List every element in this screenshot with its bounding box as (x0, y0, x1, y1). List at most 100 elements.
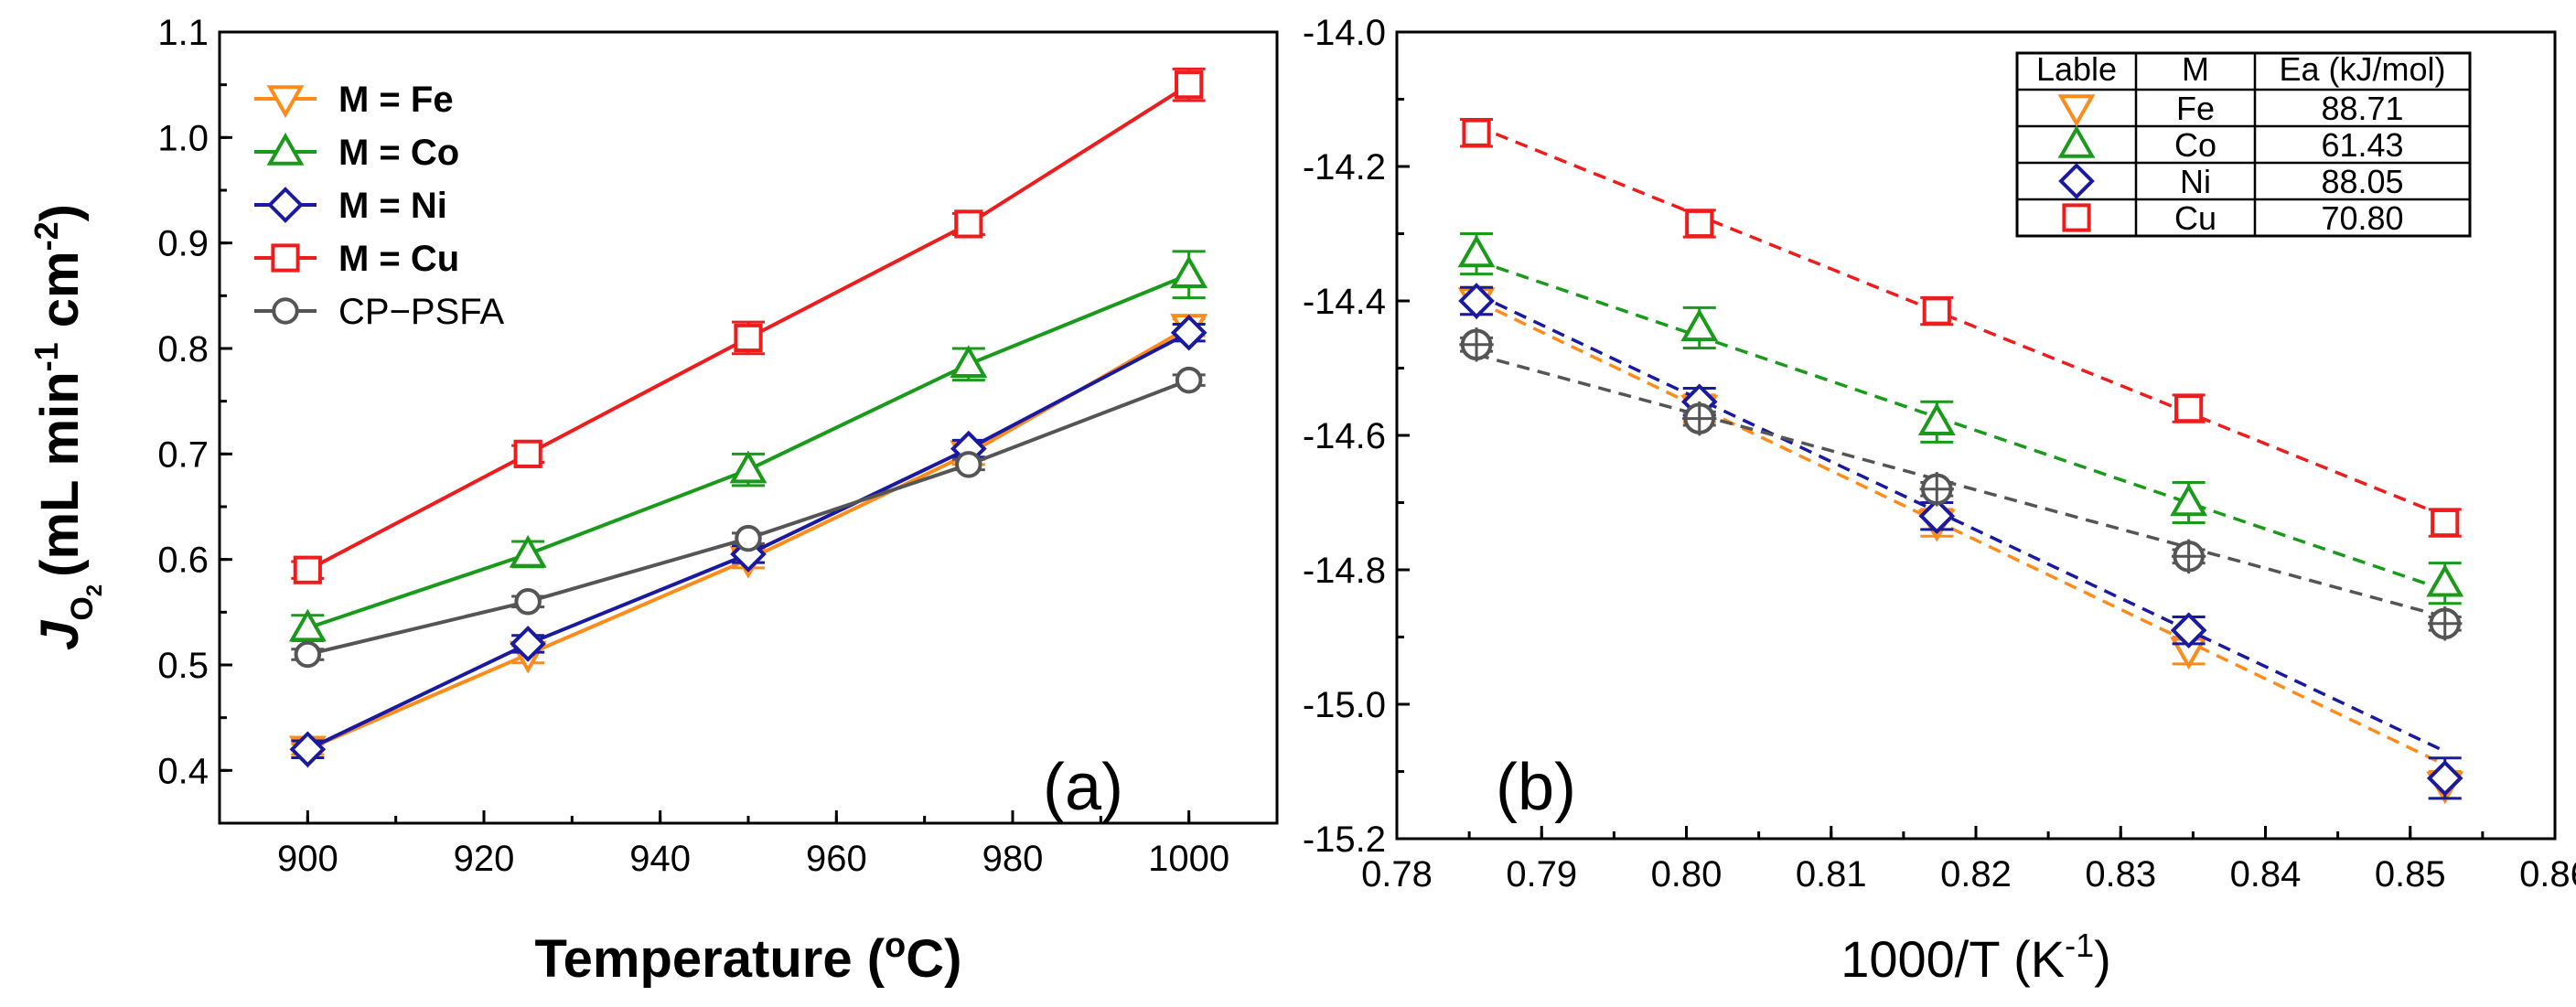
y-tick-label-a: 0.7 (157, 434, 209, 475)
ea-table-metal: Ni (2180, 163, 2211, 200)
data-point-a (1175, 366, 1203, 394)
data-point-b (2431, 508, 2460, 538)
panel-b-plot: 0.78 0.79 0.80 0.81 0.82 0.83 0.84 0.85 0.86 -15.… (1303, 13, 2576, 895)
y-tick-label-b: -14.8 (1303, 551, 1386, 591)
ea-table-marker (2057, 94, 2096, 128)
data-point-b (1682, 401, 1717, 436)
data-point-a (729, 450, 767, 484)
fit-line-b (1476, 259, 2446, 592)
legend-marker (271, 243, 300, 273)
data-point-b (1462, 118, 1491, 147)
data-point-a (289, 731, 327, 768)
legend-label: CP−PSFA (338, 292, 505, 332)
data-point-a (510, 626, 546, 662)
y-tick-label-b: -14.2 (1303, 147, 1386, 187)
x-tick-label-a: 920 (454, 839, 515, 879)
data-point-b (1918, 498, 1956, 535)
y-tick-label-b: -15.2 (1303, 820, 1386, 860)
x-tick-label-b: 0.83 (2085, 854, 2156, 895)
ea-table-ea: 88.05 (2321, 163, 2403, 200)
ea-table-marker (2057, 124, 2096, 158)
data-point-b (2428, 606, 2463, 641)
y-tick-label-a: 1.0 (157, 118, 209, 158)
x-tick-label-b: 0.82 (1940, 854, 2012, 895)
data-point-b (1917, 402, 1956, 436)
data-point-b (1685, 209, 1714, 239)
legend-marker (267, 187, 304, 223)
data-point-b (2170, 612, 2207, 648)
x-tick-label-a: 960 (806, 839, 867, 879)
y-tick-label-a: 0.8 (157, 329, 209, 370)
data-point-b (2170, 483, 2208, 517)
data-point-a (1175, 70, 1204, 100)
x-tick-label-b: 0.81 (1796, 854, 1867, 895)
data-point-a (509, 534, 547, 568)
data-point-a (514, 588, 542, 616)
ea-table-frame (2015, 51, 2472, 238)
data-point-a (955, 451, 982, 478)
data-point-b (2426, 760, 2463, 797)
data-point-b (1922, 296, 1951, 326)
y-tick-label-a: 0.5 (157, 646, 209, 686)
ea-table-ea: 70.80 (2321, 199, 2403, 237)
data-point-a (293, 555, 322, 584)
x-tick-label-a: 1000 (1148, 839, 1229, 879)
data-point-b (1459, 327, 1494, 362)
x-tick-label-b: 0.86 (2519, 854, 2576, 895)
y-tick-label-b: -15.0 (1303, 685, 1386, 725)
ea-table-metal: Co (2174, 126, 2216, 164)
legend-marker (266, 85, 305, 119)
data-point-b (2171, 539, 2206, 573)
panel-a-plot: 900 920 940 960 980 1000 0.4 0.5 0.6 0.7 0.8 0.9 1.0… (157, 13, 1279, 879)
legend-marker (266, 132, 305, 166)
legend-label: M = Cu (338, 239, 459, 279)
data-point-b (1919, 472, 1954, 507)
legend-label: M = Ni (338, 186, 447, 226)
data-point-b (1458, 283, 1495, 319)
x-tick-label-b: 0.79 (1506, 854, 1577, 895)
x-tick-label-a: 900 (277, 839, 338, 879)
y-tick-label-b: -14.6 (1303, 416, 1386, 456)
data-point-a (513, 439, 542, 468)
y-tick-label-b: -14.4 (1303, 282, 1386, 322)
y-tick-label-a: 0.6 (157, 541, 209, 581)
ea-table-metal: Fe (2176, 90, 2215, 127)
y-tick-label-a: 0.9 (157, 224, 209, 264)
x-tick-label-b: 0.85 (2375, 854, 2446, 895)
data-point-a (734, 323, 763, 353)
data-point-a (288, 608, 327, 642)
ea-table-ea: 88.71 (2321, 90, 2403, 127)
x-tick-label-b: 0.78 (1361, 854, 1433, 895)
ea-table-marker (2058, 163, 2095, 199)
ea-table-ea: 61.43 (2321, 126, 2403, 164)
fit-line-b (1476, 353, 2446, 619)
data-point-a (950, 345, 988, 379)
ea-table-metal: Cu (2174, 199, 2216, 237)
y-tick-label-a: 0.4 (157, 751, 209, 791)
data-point-b (1680, 308, 1719, 342)
data-point-a (954, 209, 983, 239)
ea-table-header: M (2182, 50, 2209, 88)
data-point-a (735, 524, 762, 552)
panel-b-x-title: 1000/T (K-1) (1841, 927, 2111, 988)
fit-line-b (1476, 299, 2446, 766)
panel-a-y-title: JO2(mL min-1 cm-2) (27, 204, 107, 650)
fit-line-b (1476, 124, 2446, 518)
data-point-b (2426, 563, 2464, 597)
data-point-b (1457, 234, 1496, 268)
data-point-a (1170, 255, 1208, 289)
x-tick-label-a: 980 (982, 839, 1044, 879)
data-point-a (294, 640, 322, 669)
panel-a-label: (a) (1043, 751, 1123, 824)
panel-a-x-title: Temperature (oC) (535, 927, 962, 989)
data-point-a (1170, 314, 1208, 351)
ea-table-header: Lable (2036, 50, 2117, 88)
ea-table-header: Ea (kJ/mol) (2279, 50, 2445, 88)
fit-line-b (1476, 293, 2446, 754)
x-tick-label-b: 0.80 (1651, 854, 1723, 895)
series-line-a (306, 378, 1190, 657)
legend-marker (272, 297, 299, 325)
x-tick-label-b: 0.84 (2230, 854, 2302, 895)
y-tick-label-b: -14.0 (1303, 13, 1386, 53)
